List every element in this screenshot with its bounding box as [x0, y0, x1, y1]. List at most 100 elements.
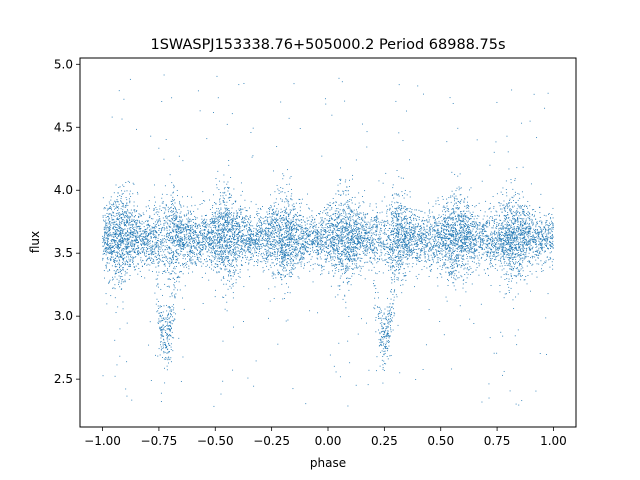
scatter-point: [256, 261, 257, 263]
scatter-point: [393, 232, 395, 234]
scatter-point: [506, 243, 508, 245]
scatter-point: [489, 337, 491, 339]
scatter-point: [499, 291, 501, 293]
scatter-point: [455, 233, 457, 235]
scatter-point: [345, 257, 347, 259]
scatter-point: [255, 229, 257, 231]
scatter-point: [199, 232, 201, 233]
scatter-point: [447, 285, 449, 286]
scatter-point: [502, 238, 504, 240]
scatter-point: [478, 215, 480, 217]
scatter-point: [507, 225, 509, 227]
scatter-point: [238, 255, 240, 256]
scatter-point: [393, 278, 395, 280]
scatter-point: [432, 230, 434, 232]
scatter-point: [124, 264, 126, 266]
scatter-point: [341, 238, 343, 240]
scatter-point: [331, 242, 333, 244]
scatter-point: [532, 223, 534, 225]
scatter-point: [351, 225, 352, 227]
scatter-point: [457, 232, 459, 234]
scatter-point: [466, 234, 468, 236]
scatter-point: [122, 209, 124, 211]
scatter-point: [333, 249, 335, 251]
scatter-point: [138, 235, 140, 236]
scatter-point: [483, 215, 485, 217]
scatter-point: [506, 222, 508, 224]
scatter-point: [227, 222, 229, 224]
scatter-point: [113, 239, 115, 241]
scatter-point: [450, 217, 452, 219]
scatter-point: [545, 250, 546, 252]
scatter-point: [285, 230, 287, 232]
scatter-point: [367, 384, 369, 386]
scatter-point: [511, 235, 513, 237]
scatter-point: [227, 212, 229, 214]
scatter-point: [384, 229, 386, 231]
scatter-point: [457, 240, 459, 242]
scatter-point: [377, 307, 379, 308]
scatter-point: [165, 343, 166, 345]
scatter-point: [238, 237, 239, 239]
scatter-point: [343, 251, 345, 253]
scatter-point: [224, 259, 226, 261]
scatter-point: [182, 196, 183, 198]
scatter-point: [522, 246, 524, 248]
scatter-point: [460, 213, 462, 215]
scatter-point: [474, 243, 476, 245]
scatter-point: [471, 221, 473, 223]
scatter-point: [147, 245, 149, 247]
scatter-point: [500, 257, 502, 259]
scatter-point: [143, 252, 145, 254]
scatter-point: [364, 278, 366, 280]
scatter-point: [525, 227, 527, 229]
scatter-point: [543, 239, 545, 241]
scatter-point: [165, 255, 167, 257]
scatter-point: [180, 205, 182, 207]
scatter-point: [370, 238, 372, 240]
scatter-point: [552, 228, 554, 230]
scatter-point: [118, 241, 120, 243]
scatter-point: [541, 248, 542, 250]
scatter-point: [247, 229, 249, 231]
scatter-point: [228, 252, 230, 253]
scatter-point: [204, 223, 206, 225]
scatter-point: [455, 238, 457, 240]
scatter-point: [326, 208, 328, 210]
scatter-point: [441, 220, 443, 222]
scatter-point: [399, 224, 401, 226]
scatter-point: [281, 235, 283, 237]
scatter-point: [539, 247, 541, 249]
scatter-point: [495, 237, 497, 239]
scatter-point: [387, 322, 388, 324]
scatter-point: [433, 216, 435, 218]
scatter-point: [328, 204, 330, 206]
scatter-point: [502, 187, 504, 189]
scatter-point: [169, 253, 171, 255]
scatter-point: [274, 229, 276, 231]
scatter-point: [397, 210, 399, 212]
scatter-point: [215, 221, 216, 223]
scatter-point: [122, 231, 124, 232]
scatter-point: [356, 263, 358, 265]
scatter-point: [249, 224, 251, 226]
scatter-point: [409, 223, 411, 225]
scatter-point: [171, 211, 173, 213]
scatter-point: [115, 213, 117, 215]
scatter-point: [329, 220, 331, 222]
scatter-point: [453, 232, 455, 233]
scatter-point: [382, 331, 384, 332]
scatter-point: [269, 300, 271, 302]
scatter-point: [330, 257, 332, 259]
scatter-point: [391, 267, 393, 269]
scatter-point: [173, 187, 175, 189]
scatter-point: [510, 232, 512, 234]
scatter-point: [397, 241, 399, 243]
scatter-point: [315, 234, 317, 236]
scatter-point: [283, 244, 284, 246]
scatter-point: [113, 259, 115, 260]
scatter-point: [234, 231, 235, 233]
scatter-point: [130, 265, 131, 267]
scatter-point: [393, 312, 395, 314]
scatter-point: [255, 241, 257, 243]
